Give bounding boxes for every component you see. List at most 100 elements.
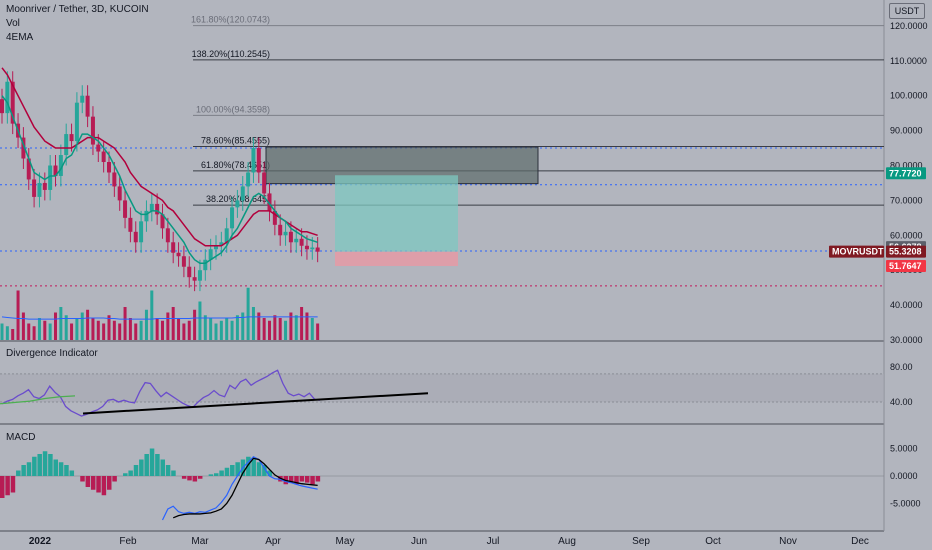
- volume-bar: [246, 287, 250, 340]
- candle-body: [299, 238, 304, 246]
- candle-body: [214, 245, 218, 250]
- macd-histogram-bar: [64, 465, 69, 476]
- macd-histogram-bar: [48, 454, 53, 476]
- macd-histogram-bar: [224, 467, 230, 476]
- target-zone: [335, 175, 458, 252]
- volume-bar: [316, 323, 320, 340]
- volume-bar: [219, 320, 223, 340]
- volume-bar: [241, 312, 245, 340]
- volume-bar: [54, 312, 57, 340]
- macd-histogram-bar: [315, 476, 321, 482]
- macd-histogram-bar: [187, 476, 192, 481]
- macd-histogram-bar: [310, 476, 315, 485]
- macd-histogram-bar: [42, 451, 48, 476]
- volume-bar: [198, 301, 202, 340]
- candle-body: [315, 247, 320, 252]
- candle-body: [165, 228, 170, 243]
- macd-histogram-bar: [107, 476, 112, 490]
- rsi-band: [0, 373, 884, 402]
- candle-body: [107, 162, 111, 173]
- candle-body: [181, 256, 186, 267]
- price-tick-label: 80.0000: [890, 161, 923, 171]
- candle-body: [197, 270, 202, 281]
- volume-bar: [27, 323, 31, 340]
- volume-bar: [193, 309, 197, 340]
- volume-bar: [257, 312, 261, 340]
- volume-bar: [144, 309, 148, 340]
- volume-bar: [21, 312, 25, 340]
- price-tick-label: 90.0000: [890, 126, 923, 136]
- macd-histogram-bar: [80, 476, 85, 482]
- macd-histogram-bar: [165, 465, 171, 476]
- candle-body: [5, 81, 10, 114]
- macd-histogram-bar: [251, 459, 256, 476]
- macd-histogram-bar: [90, 476, 96, 490]
- macd-histogram-bar: [69, 470, 75, 476]
- volume-bar: [230, 320, 234, 340]
- macd-histogram-bar: [197, 476, 203, 479]
- candle-body: [160, 214, 165, 229]
- candle-body: [262, 172, 267, 194]
- volume-bar: [300, 307, 304, 340]
- trendline: [82, 392, 429, 415]
- candle-body: [26, 158, 31, 180]
- indicator-ema-label[interactable]: 4EMA: [6, 32, 34, 43]
- macd-histogram-bar: [10, 476, 16, 493]
- volume-bar: [161, 320, 164, 340]
- price-badge: [886, 167, 926, 180]
- candle-body: [42, 182, 47, 190]
- candle-body: [85, 95, 90, 117]
- volume-bar: [150, 290, 154, 340]
- x-tick-label: Apr: [265, 536, 281, 547]
- currency-button[interactable]: USDT: [889, 3, 925, 19]
- x-tick-label: Oct: [705, 536, 721, 547]
- macd-histogram-bar: [304, 476, 310, 483]
- macd-signal-line: [172, 457, 318, 519]
- macd-histogram-bar: [219, 470, 224, 476]
- fib-level-label: 61.80%(78.4651): [201, 160, 270, 170]
- macd-histogram-bar: [37, 454, 42, 476]
- price-badge-label: 77.7720: [889, 168, 922, 178]
- candle-body: [21, 137, 26, 159]
- macd-tick-label: 5.0000: [890, 444, 918, 454]
- candle-body: [117, 186, 122, 201]
- volume-bar: [43, 320, 47, 340]
- macd-histogram-bar: [192, 476, 198, 482]
- candle-body: [155, 203, 160, 215]
- x-tick-label: Dec: [851, 536, 869, 547]
- macd-histogram-bar: [246, 456, 251, 476]
- candle-body: [235, 200, 240, 208]
- volume-bar: [262, 318, 266, 340]
- candle-body: [230, 207, 235, 229]
- macd-histogram-bar: [139, 459, 144, 476]
- volume-bar: [91, 318, 95, 340]
- volume-bar: [187, 320, 191, 340]
- volume-bar: [59, 307, 63, 340]
- price-tick-label: 60.0000: [890, 230, 923, 240]
- candle-body: [256, 148, 261, 173]
- candle-body: [139, 221, 144, 243]
- volume-bar: [64, 315, 68, 340]
- candle-body: [69, 134, 74, 142]
- candle-body: [90, 116, 95, 145]
- candle-body: [112, 172, 117, 187]
- indicator-vol-label[interactable]: Vol: [6, 18, 20, 29]
- candle-body: [288, 231, 293, 243]
- volume-bar: [128, 318, 132, 340]
- candle-body: [37, 182, 42, 197]
- macd-histogram-bar: [85, 476, 91, 487]
- macd-histogram-bar: [32, 456, 37, 476]
- x-tick-label: Mar: [191, 536, 209, 547]
- macd-histogram-bar: [96, 476, 101, 493]
- x-tick-label: Jun: [411, 536, 427, 547]
- volume-bar: [134, 323, 138, 340]
- macd-histogram-bar: [112, 476, 117, 482]
- volume-bar: [155, 318, 159, 340]
- candle-body: [251, 148, 256, 173]
- candle-body: [224, 228, 229, 243]
- volume-bar: [48, 323, 52, 340]
- candle-body: [133, 231, 138, 243]
- volume-bar: [225, 318, 229, 340]
- price-badge-label: MOVRUSDT: [832, 247, 884, 257]
